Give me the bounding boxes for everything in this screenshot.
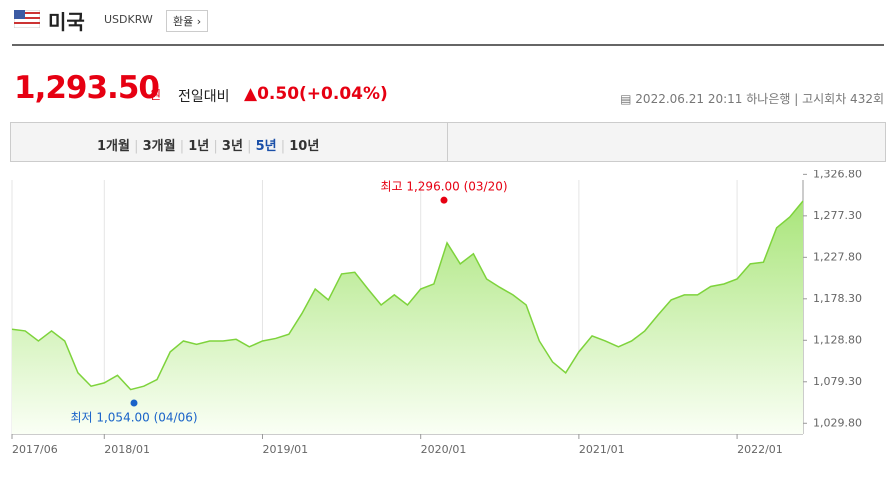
y-tick-label: 1,029.80 — [813, 416, 862, 429]
y-tick-label: 1,326.80 — [813, 170, 862, 180]
flag — [14, 10, 40, 28]
y-tick-label: 1,128.80 — [813, 333, 862, 346]
change: ▲0.50(+0.04%) — [244, 84, 388, 104]
button-text: 환율 — [173, 15, 194, 28]
period-tab[interactable]: 1개월 — [97, 139, 130, 154]
area — [12, 201, 803, 434]
annotation-dot — [130, 399, 138, 407]
country: 미국 — [48, 10, 85, 34]
divider — [12, 44, 884, 46]
datetime: 2022.06.21 20:11 — [635, 92, 743, 106]
line — [11, 200, 804, 391]
y-tick-label: 1,178.30 — [813, 292, 862, 305]
chart: 2017/06 2018/01 2019/01 2020/01 2021/01 2022/… — [11, 170, 862, 456]
change-value: 0.50 — [257, 84, 300, 104]
period-tab[interactable]: 10년 — [289, 139, 320, 154]
tab-bar: 1개월 | 3개월 | 1년 | 3년 | 5년 | 10년 — [10, 122, 886, 162]
period-tab[interactable]: 3년 — [221, 139, 243, 154]
arrow: ▲ — [244, 84, 258, 104]
code: USDKRW — [104, 13, 153, 26]
bank: 하나은행 — [746, 92, 791, 106]
x-tick-label: 2019/01 — [262, 443, 308, 456]
period-tab[interactable]: 3개월 — [142, 139, 176, 154]
y-tick-label: 1,227.80 — [813, 250, 862, 263]
y-tick-label: 1,079.30 — [813, 375, 862, 388]
rate-button[interactable]: 환율 › — [166, 10, 209, 32]
period-tab[interactable]: 5년 — [255, 139, 277, 154]
price: 1,293.50 — [14, 70, 160, 106]
x-tick-label: 2020/01 — [421, 443, 467, 456]
meta: ▤ 2022.06.21 20:11 하나은행 | 고시회차 432회 — [620, 92, 884, 106]
unit: 원 — [150, 88, 162, 102]
x-tick-label: 2022/01 — [737, 443, 783, 456]
x-tick-label: 2018/01 — [104, 443, 150, 456]
change-label: 전일대비 — [178, 89, 230, 105]
period-tab[interactable]: 1년 — [188, 139, 210, 154]
annotation-label: 최저 1,054.00 (04/06) — [70, 410, 197, 424]
x-tick-label: 2021/01 — [579, 443, 625, 456]
round: 고시회차 432회 — [802, 92, 884, 106]
change-pct: (+0.04%) — [299, 84, 388, 104]
annotation-dot — [440, 196, 448, 204]
annotation-label: 최고 1,296.00 (03/20) — [380, 180, 507, 194]
y-tick-label: 1,277.30 — [813, 209, 862, 222]
x-tick-label: 2017/06 — [12, 443, 58, 456]
